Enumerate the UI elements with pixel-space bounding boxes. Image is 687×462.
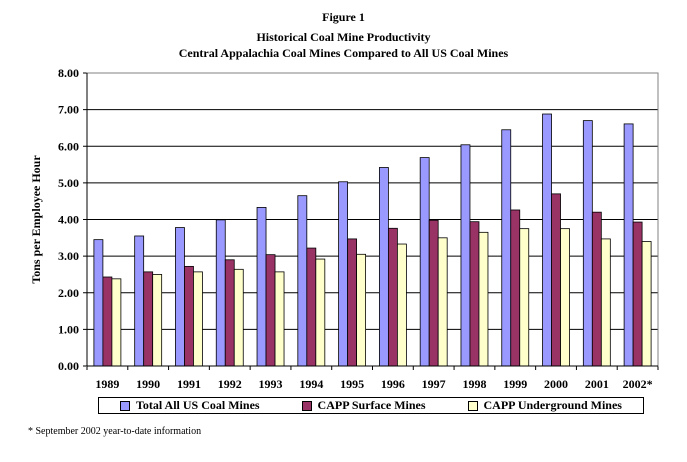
x-tick-label: 1991: [177, 377, 201, 391]
footnote: * September 2002 year-to-date informatio…: [28, 426, 202, 437]
bar-underground: [193, 271, 203, 367]
x-tick-label: 1997: [422, 377, 446, 391]
bar-underground: [396, 243, 407, 367]
legend-label-total: Total All US Coal Mines: [135, 398, 260, 412]
y-tick-label: 8.00: [58, 66, 79, 80]
legend-label-surface: CAPP Surface Mines: [317, 398, 426, 412]
chart-title: Historical Coal Mine Productivity: [256, 30, 431, 44]
bar-underground: [111, 278, 122, 367]
x-tick-label: 1992: [218, 377, 242, 391]
x-tick-label: 1993: [259, 377, 283, 391]
bar-surface: [143, 271, 154, 367]
bar-total: [419, 157, 430, 367]
bar-underground: [274, 271, 285, 367]
legend-swatch-total: [119, 400, 130, 411]
x-tick-label: 2000: [544, 377, 568, 391]
x-tick-label: 1995: [340, 377, 364, 391]
y-tick-label: 7.00: [58, 103, 79, 117]
bar-surface: [469, 221, 480, 367]
figure-label: Figure 1: [322, 10, 365, 24]
bar-total: [297, 195, 308, 367]
y-tick-label: 3.00: [58, 249, 79, 263]
bar-underground: [315, 258, 326, 367]
bar-surface: [265, 254, 276, 367]
bar-surface: [306, 247, 317, 367]
x-tick-label: 1990: [136, 377, 160, 391]
y-tick-label: 6.00: [58, 139, 79, 153]
bar-total: [582, 120, 593, 367]
x-tick-label: 2001: [585, 377, 609, 391]
y-tick-label: 1.00: [58, 322, 79, 336]
bar-surface: [510, 209, 521, 367]
bar-surface: [102, 276, 113, 367]
bar-underground: [560, 228, 570, 367]
legend-label-underground: CAPP Underground Mines: [483, 398, 622, 412]
bar-underground: [478, 231, 489, 367]
bar-total: [460, 144, 471, 367]
y-tick-label: 5.00: [58, 176, 79, 190]
y-tick-label: 0.00: [58, 359, 79, 373]
y-axis-label: Tons per Employee Hour: [29, 155, 43, 284]
x-tick-label: 1996: [381, 377, 405, 391]
x-tick-label: 1989: [95, 377, 119, 391]
bar-total: [215, 219, 226, 367]
legend-item-surface: CAPP Surface Mines: [301, 398, 426, 413]
bar-total: [501, 129, 512, 367]
chart-legend: Total All US Coal Mines CAPP Surface Min…: [98, 397, 644, 414]
chart-subtitle: Central Appalachia Coal Mines Compared t…: [178, 46, 509, 60]
x-tick-label: 2002*: [623, 377, 653, 391]
bar-surface: [184, 265, 194, 367]
x-tick-label: 1994: [299, 377, 323, 391]
bar-total: [134, 235, 145, 367]
bar-surface: [632, 221, 643, 367]
bar-underground: [641, 241, 652, 367]
bar-underground: [437, 237, 448, 367]
bar-underground: [356, 253, 367, 367]
bar-surface: [428, 219, 439, 367]
bar-surface: [224, 259, 235, 367]
bar-underground: [233, 268, 244, 367]
legend-item-total: Total All US Coal Mines: [119, 398, 260, 413]
bar-total: [175, 227, 185, 367]
bar-surface: [551, 193, 561, 367]
bar-surface: [591, 211, 602, 367]
bar-total: [542, 113, 552, 367]
x-tick-label: 1998: [462, 377, 486, 391]
bar-total: [338, 181, 349, 367]
y-tick-label: 2.00: [58, 286, 79, 300]
bar-surface: [347, 238, 358, 367]
y-tick-label: 4.00: [58, 213, 79, 227]
bar-total: [256, 207, 267, 367]
legend-swatch-surface: [301, 400, 312, 411]
x-tick-label: 1999: [503, 377, 527, 391]
bar-underground: [600, 238, 611, 367]
legend-swatch-underground: [467, 400, 478, 411]
bar-total: [378, 167, 389, 367]
bar-underground: [519, 228, 530, 367]
bar-total: [93, 239, 104, 367]
bar-total: [623, 123, 634, 367]
bar-surface: [387, 227, 398, 367]
legend-item-underground: CAPP Underground Mines: [467, 398, 622, 413]
bar-underground: [152, 274, 163, 367]
